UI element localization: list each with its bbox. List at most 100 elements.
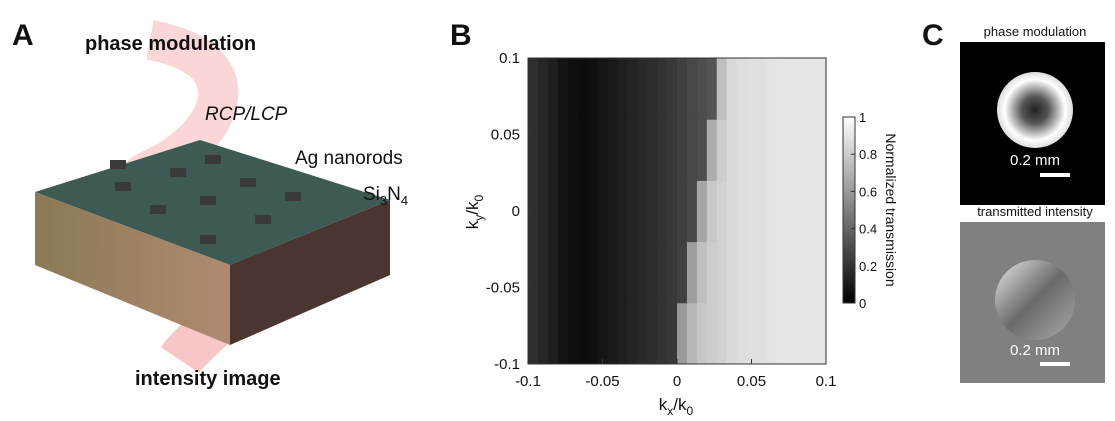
heat-cell xyxy=(587,58,599,120)
label-part: Si xyxy=(363,184,380,205)
heat-cell xyxy=(806,180,817,243)
heat-cell xyxy=(677,58,688,120)
heat-cell xyxy=(756,119,767,181)
heat-cell xyxy=(537,58,549,120)
heat-cell xyxy=(786,302,797,365)
label: phase modulation xyxy=(85,33,256,55)
heat-cell xyxy=(706,302,718,365)
heat-cell xyxy=(736,241,748,304)
heat-cell xyxy=(677,180,688,243)
heat-cell xyxy=(657,241,668,304)
heat-cell xyxy=(528,241,539,304)
heat-cell xyxy=(696,180,708,243)
heat-cell xyxy=(786,58,797,120)
heat-cell xyxy=(557,58,569,120)
heat-cell xyxy=(716,180,728,243)
heat-cell xyxy=(746,241,757,304)
heat-cell xyxy=(627,180,638,243)
heat-cell xyxy=(597,119,608,181)
heat-cell xyxy=(716,58,728,120)
heat-cell xyxy=(567,119,579,181)
heat-cell xyxy=(696,119,708,181)
label: Si3N4 xyxy=(363,184,408,208)
heat-cell xyxy=(597,58,608,120)
heat-cell xyxy=(686,119,698,181)
heat-cell xyxy=(706,119,718,181)
heat-cell xyxy=(667,119,678,181)
heat-cell xyxy=(557,119,569,181)
heat-cell xyxy=(756,302,767,365)
heat-cell xyxy=(776,58,787,120)
image-feature xyxy=(997,72,1073,148)
heat-cell xyxy=(696,241,708,304)
heat-cell xyxy=(627,302,638,365)
label-part: y xyxy=(472,215,486,221)
colorbar-tick-label: 0.4 xyxy=(859,222,877,237)
heat-cell xyxy=(637,180,648,243)
y-axis-label: ky/k0 xyxy=(463,194,486,229)
x-tick-label: -0.1 xyxy=(515,373,541,390)
label: RCP/LCP xyxy=(205,104,288,125)
heat-cell xyxy=(667,241,678,304)
image-feature xyxy=(995,260,1075,340)
heat-cell xyxy=(637,302,648,365)
heat-cell xyxy=(746,119,757,181)
heat-cell xyxy=(637,241,648,304)
colorbar-tick-label: 0 xyxy=(859,296,866,311)
heat-cell xyxy=(726,241,738,304)
heat-cell xyxy=(537,241,549,304)
scale-label: 0.2 mm xyxy=(1010,152,1060,169)
y-tick-label: -0.05 xyxy=(486,280,520,297)
label-part: 4 xyxy=(401,193,408,208)
heat-cell xyxy=(816,241,827,304)
heat-cell xyxy=(577,58,589,120)
heat-cell xyxy=(607,58,618,120)
heat-cell xyxy=(567,241,579,304)
label-part: /k xyxy=(463,201,482,215)
heat-cell xyxy=(686,180,698,243)
heat-cell xyxy=(706,180,718,243)
heat-cell xyxy=(587,180,599,243)
slab-side xyxy=(35,192,230,345)
colorbar xyxy=(842,116,856,304)
heat-cell xyxy=(756,241,767,304)
heat-cell xyxy=(557,180,569,243)
heat-cell xyxy=(716,119,728,181)
heat-cell xyxy=(657,302,668,365)
heat-cell xyxy=(587,241,599,304)
heat-cell xyxy=(716,302,728,365)
heat-cell xyxy=(746,302,757,365)
heat-cell xyxy=(567,302,579,365)
panel-b: B kx/k0 ky/k0 Normalized transmission -0… xyxy=(450,19,899,418)
heat-cell xyxy=(776,302,787,365)
heat-cell xyxy=(617,302,628,365)
y-tick-label: 0.1 xyxy=(499,50,520,67)
heat-cell xyxy=(766,241,777,304)
heat-cell xyxy=(816,302,827,365)
heat-cell xyxy=(806,58,817,120)
panel-a: A phase modulation RCP/LCP Ag nanorods S… xyxy=(12,19,408,390)
heat-cell xyxy=(647,119,658,181)
heat-cell xyxy=(696,302,708,365)
heat-cell xyxy=(806,302,817,365)
heat-cell xyxy=(667,302,678,365)
heat-cell xyxy=(776,119,787,181)
heat-cell xyxy=(736,58,748,120)
heat-cell xyxy=(567,58,579,120)
heat-cell xyxy=(766,119,777,181)
heat-cell xyxy=(706,241,718,304)
heat-cell xyxy=(577,180,589,243)
y-tick-label: 0.05 xyxy=(491,127,520,144)
image-title: phase modulation xyxy=(984,24,1087,39)
heat-cell xyxy=(796,241,807,304)
heat-cell xyxy=(637,58,648,120)
heat-cell xyxy=(816,119,827,181)
heat-cell xyxy=(607,180,618,243)
heat-cell xyxy=(617,241,628,304)
heat-cell xyxy=(537,180,549,243)
heat-cell xyxy=(816,180,827,243)
heat-cell xyxy=(677,241,688,304)
image-title: transmitted intensity xyxy=(977,204,1093,219)
colorbar-tick-label: 0.8 xyxy=(859,147,877,162)
